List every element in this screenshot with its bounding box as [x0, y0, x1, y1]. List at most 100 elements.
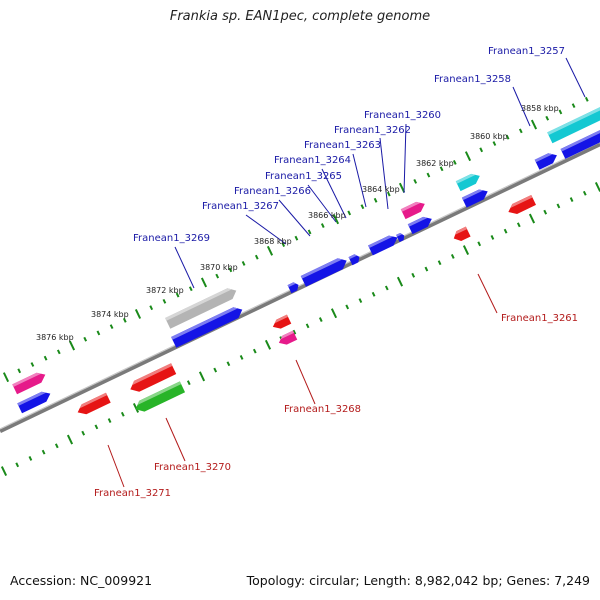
- label-leader-line: [107, 444, 125, 488]
- tick-mark: [360, 204, 365, 210]
- label-leader-line: [174, 246, 195, 289]
- tick-mark: [120, 411, 125, 417]
- kbp-tick-label: 3876 kbp: [36, 333, 74, 342]
- tick-mark: [490, 235, 495, 240]
- tick-mark: [226, 361, 231, 367]
- tick-mark: [241, 261, 246, 266]
- gene-label: Franean1_3265: [265, 171, 342, 182]
- gene-feature: [396, 232, 405, 243]
- tick-mark: [66, 434, 74, 445]
- tick-mark: [94, 424, 99, 430]
- tick-mark: [345, 304, 350, 310]
- tick-track-inner: [0, 182, 600, 477]
- tick-mark: [462, 245, 470, 256]
- tick-mark: [28, 456, 33, 461]
- tick-mark: [479, 147, 484, 153]
- gene-feature: [130, 363, 177, 392]
- gene-feature: [368, 235, 398, 256]
- gene-label: Franean1_3270: [154, 462, 231, 473]
- tick-mark: [332, 214, 340, 225]
- gene-feature: [534, 153, 557, 170]
- tick-mark: [54, 443, 59, 449]
- tick-mark: [83, 336, 88, 342]
- genome-backbone: [0, 141, 600, 434]
- tick-mark: [198, 371, 206, 382]
- tick-mark: [437, 260, 442, 266]
- tick-mark: [254, 254, 259, 260]
- tick-mark: [571, 103, 576, 109]
- accession-text: Accession: NC_009921: [10, 573, 153, 588]
- gene-feature: [508, 194, 537, 214]
- gene-feature: [135, 381, 186, 412]
- tick-mark: [186, 380, 191, 386]
- kbp-tick-label: 3862 kbp: [416, 159, 454, 168]
- tick-mark: [477, 241, 482, 247]
- gene-feature: [17, 391, 51, 414]
- tick-mark: [452, 160, 457, 165]
- tick-mark: [43, 355, 48, 361]
- tick-mark: [396, 276, 404, 287]
- label-leader-line: [403, 123, 407, 194]
- tick-mark: [162, 298, 167, 304]
- tick-mark: [96, 330, 101, 336]
- gene-feature: [171, 307, 243, 348]
- tick-mark: [411, 272, 416, 278]
- tick-mark: [134, 309, 142, 319]
- gene-feature: [287, 282, 299, 294]
- tick-mark: [543, 209, 548, 215]
- tick-mark: [56, 349, 61, 355]
- gene-feature: [455, 173, 480, 192]
- tick-mark: [347, 210, 352, 216]
- tick-mark: [239, 355, 244, 360]
- tick-mark: [68, 340, 76, 351]
- gene-feature: [165, 288, 237, 329]
- tick-mark: [398, 182, 406, 193]
- tick-mark: [594, 182, 600, 192]
- kbp-tick-label: 3874 kbp: [91, 310, 129, 319]
- tick-mark: [373, 197, 378, 203]
- gene-feature: [453, 226, 471, 241]
- label-leader-line: [165, 417, 186, 462]
- tick-mark: [132, 403, 140, 413]
- gene-label: Franean1_3257: [488, 46, 565, 57]
- gene-feature: [278, 330, 298, 345]
- gene-feature: [77, 392, 111, 415]
- label-leader-line: [307, 184, 337, 223]
- gene-label: Franean1_3260: [364, 110, 441, 121]
- gene-label: Franean1_3264: [274, 155, 351, 166]
- label-leader-line: [565, 57, 586, 98]
- gene-feature: [547, 101, 600, 144]
- gene-label: Franean1_3269: [133, 233, 210, 244]
- label-leader-line: [477, 273, 498, 314]
- tick-mark: [318, 317, 323, 322]
- tick-mark: [503, 228, 508, 234]
- tick-mark: [213, 367, 218, 373]
- gene-features: [12, 101, 600, 415]
- label-leader-line: [379, 137, 389, 210]
- tick-mark: [569, 197, 574, 203]
- label-leader-line: [512, 86, 531, 127]
- tick-mark: [492, 141, 497, 146]
- gene-labels: Franean1_3257 Franean1_3258 Franean1_3260 F…: [94, 46, 578, 499]
- tick-mark: [41, 449, 46, 455]
- gene-label: Franean1_3263: [304, 140, 381, 151]
- gene-label: Franean1_3267: [202, 201, 279, 212]
- tick-mark: [17, 368, 22, 374]
- kbp-tick-labels: 3858 kbp 3860 kbp 3862 kbp 3864 kbp 3866 kbp…: [36, 104, 559, 342]
- tick-mark: [464, 151, 472, 162]
- tick-mark: [426, 172, 431, 178]
- tick-mark: [294, 235, 299, 241]
- gene-label: Franean1_3268: [284, 404, 361, 415]
- tick-mark: [122, 317, 127, 323]
- gene-feature: [12, 372, 46, 395]
- tick-mark: [439, 166, 444, 172]
- gene-feature: [272, 314, 292, 329]
- tick-mark: [582, 190, 587, 196]
- gene-feature: [461, 189, 488, 208]
- tick-mark: [424, 266, 429, 272]
- tick-mark: [450, 253, 455, 259]
- label-leader-line: [278, 199, 311, 237]
- tick-track-outer: [2, 96, 589, 383]
- tick-mark: [228, 267, 233, 273]
